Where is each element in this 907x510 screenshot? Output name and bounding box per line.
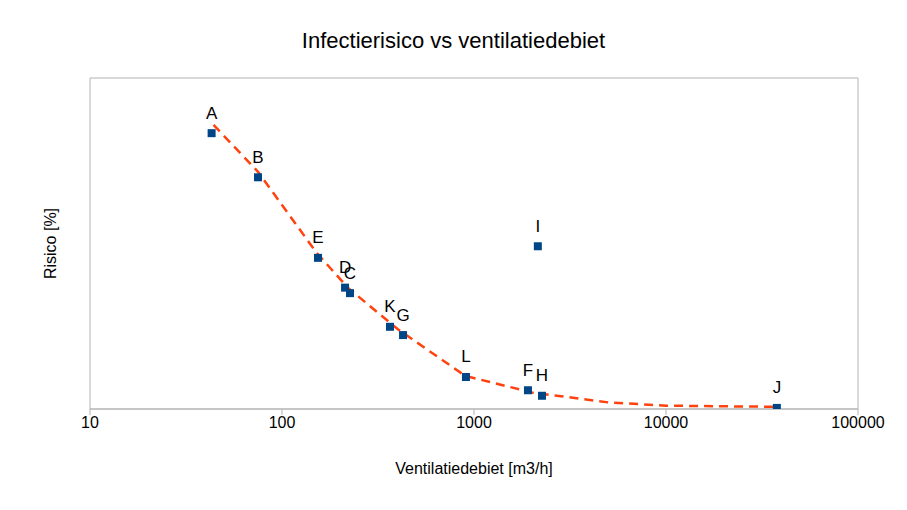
svg-text:L: L (461, 347, 470, 366)
svg-text:10000: 10000 (644, 414, 689, 431)
html-text:Infectierisico vs ventilatiede: Infectierisico vs ventilatiedebiet (301, 28, 606, 53)
svg-text:100000: 100000 (831, 414, 884, 431)
svg-text:E: E (312, 228, 323, 247)
svg-text:100: 100 (269, 414, 296, 431)
svg-text:I: I (535, 217, 540, 236)
svg-text:A: A (206, 104, 218, 123)
svg-text:B: B (252, 148, 263, 167)
svg-text:Risico [%]: Risico [%] (42, 208, 59, 279)
svg-text:Ventilatiedebiet [m3/h]: Ventilatiedebiet [m3/h] (395, 460, 552, 477)
svg-text:J: J (773, 378, 782, 397)
svg-text:H: H (536, 366, 548, 385)
svg-text:1000: 1000 (456, 414, 492, 431)
svg-text:F: F (523, 361, 533, 380)
svg-text:10: 10 (81, 414, 99, 431)
svg-text:G: G (396, 306, 409, 325)
svg-text:C: C (344, 264, 356, 283)
svg-text:K: K (384, 297, 396, 316)
